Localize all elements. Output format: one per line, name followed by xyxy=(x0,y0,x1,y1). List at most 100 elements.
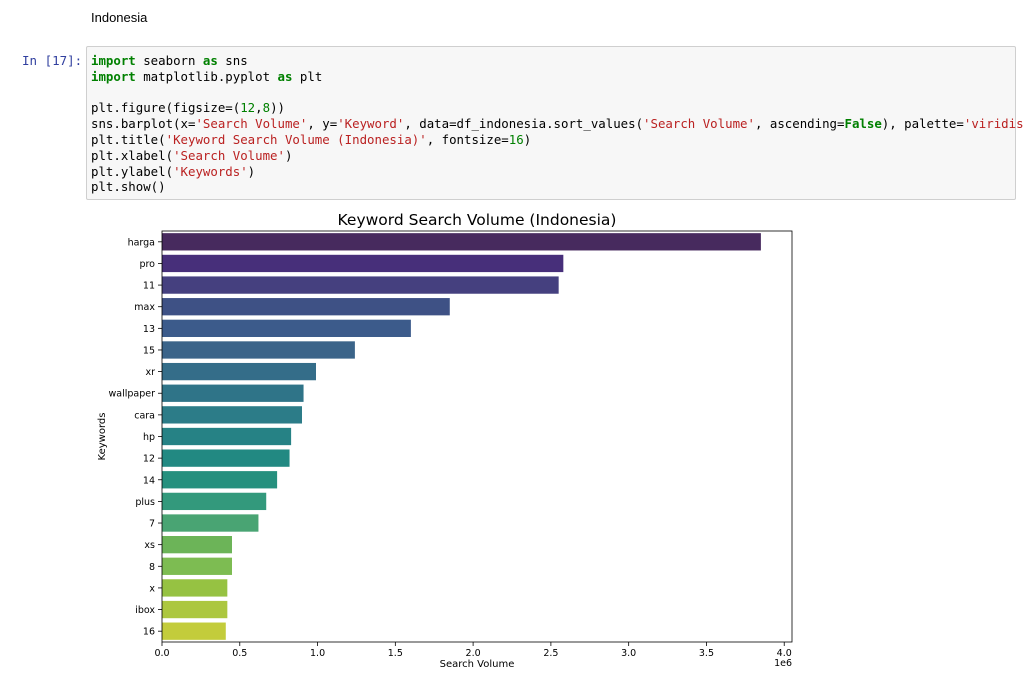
x-tick-label: 3.0 xyxy=(621,648,636,659)
cell-output: Keyword Search Volume (Indonesia) harga pr… xyxy=(86,208,806,678)
code-line: plt.title('Keyword Search Volume (Indone… xyxy=(91,132,1015,148)
y-axis-label: Keywords xyxy=(97,413,108,461)
code-token: 'Search Volume' xyxy=(643,116,755,132)
code-token: plt.figure(figsize=( xyxy=(91,100,241,116)
y-tick-label: plus xyxy=(135,497,155,508)
y-tick-label: 14 xyxy=(143,475,155,486)
y-tick-label: 15 xyxy=(143,345,155,356)
bar-max xyxy=(162,298,450,316)
y-tick-label: ibox xyxy=(135,605,155,616)
code-token: 8 xyxy=(262,100,271,116)
code-token: 'Keyword' xyxy=(337,116,405,132)
code-token: ), palette= xyxy=(881,116,964,132)
code-token: 12 xyxy=(240,100,256,116)
bar-pro xyxy=(162,254,564,273)
chart-title: Keyword Search Volume (Indonesia) xyxy=(338,211,617,229)
bar-16 xyxy=(162,622,226,640)
x-tick-label: 2.5 xyxy=(543,648,558,659)
bar-wallpaper xyxy=(162,384,304,402)
x-tick-label: 0.0 xyxy=(154,648,169,659)
y-tick-label: 12 xyxy=(143,454,155,465)
code-line: plt.figure(figsize=(12,8)) xyxy=(91,100,1015,116)
x-tick-label: 1.0 xyxy=(310,648,325,659)
x-tick-label: 4.0 xyxy=(777,648,792,659)
code-line: import seaborn as sns xyxy=(91,53,1015,69)
code-token: as xyxy=(277,68,293,84)
code-token: ) xyxy=(523,131,532,147)
x-axis-label: Search Volume xyxy=(440,659,515,670)
bar-12 xyxy=(162,449,290,467)
code-token: ) xyxy=(284,147,293,163)
bar-14 xyxy=(162,471,278,489)
code-token: , ascending= xyxy=(754,116,845,132)
code-token: )) xyxy=(270,100,285,116)
bar-13 xyxy=(162,319,411,337)
y-tick-label: xs xyxy=(144,540,155,551)
bar-ibox xyxy=(162,600,228,619)
bar-8 xyxy=(162,557,232,575)
cell-prompt: In [17]: xyxy=(22,53,83,68)
bar-cara xyxy=(162,406,302,424)
y-tick-label: harga xyxy=(128,237,155,248)
code-token: , y= xyxy=(307,116,338,132)
y-tick-label: 16 xyxy=(143,627,155,638)
x-tick-label: 2.0 xyxy=(466,648,481,659)
bar-hp xyxy=(162,427,292,446)
x-tick-label: 3.5 xyxy=(699,648,714,659)
x-tick-label: 0.5 xyxy=(232,648,247,659)
code-token: matplotlib.pyplot xyxy=(135,68,278,84)
code-token: 'Search Volume' xyxy=(173,147,285,163)
bar-harga xyxy=(162,233,761,251)
code-token: import xyxy=(91,53,136,68)
code-token: plt xyxy=(292,68,323,84)
code-token: 16 xyxy=(508,131,524,147)
code-token: import xyxy=(91,68,136,84)
code-token: False xyxy=(844,116,882,132)
bar-15 xyxy=(162,341,355,359)
markdown-heading: Indonesia xyxy=(91,10,148,25)
y-tick-label: 13 xyxy=(143,324,155,335)
bar-7 xyxy=(162,514,259,532)
y-tick-label: 8 xyxy=(149,562,155,573)
code-token: plt.title( xyxy=(91,131,166,147)
y-tick-label: wallpaper xyxy=(108,389,155,400)
bar-plus xyxy=(162,492,267,511)
code-cell-input[interactable]: import seaborn as sns import matplotlib.p… xyxy=(86,46,1025,200)
code-token: sns xyxy=(217,53,248,68)
y-tick-label: cara xyxy=(134,410,155,421)
code-line: plt.show() xyxy=(91,179,1015,195)
code-token: , data=df_indonesia.sort_values( xyxy=(404,116,644,132)
code-token: 'Search Volume' xyxy=(195,116,308,132)
y-tick-label: hp xyxy=(143,432,155,443)
y-tick-label: pro xyxy=(139,259,155,270)
code-line: plt.xlabel('Search Volume') xyxy=(91,148,1015,164)
y-tick-label: x xyxy=(149,583,155,594)
code-token: plt.xlabel( xyxy=(91,147,174,163)
code-line: sns.barplot(x='Search Volume', y='Keywor… xyxy=(91,116,1025,132)
code-token: plt.ylabel( xyxy=(91,163,174,179)
code-line xyxy=(91,85,1015,101)
code-line: import matplotlib.pyplot as plt xyxy=(91,69,1015,85)
code-token: seaborn xyxy=(135,53,203,68)
code-token: plt.show() xyxy=(91,179,166,195)
bar-11 xyxy=(162,276,559,294)
code-token: as xyxy=(202,53,218,68)
x-tick-label: 1.5 xyxy=(388,648,403,659)
bar-x xyxy=(162,579,228,597)
y-tick-label: 11 xyxy=(143,281,155,292)
code-token: , fontsize= xyxy=(426,131,509,147)
code-line: plt.ylabel('Keywords') xyxy=(91,164,1015,180)
x-offset-label: 1e6 xyxy=(774,658,792,669)
y-tick-label: xr xyxy=(145,367,155,378)
code-token: 'Keywords' xyxy=(173,163,248,179)
plot-frame xyxy=(161,230,793,643)
code-token: 'Keyword Search Volume (Indonesia)' xyxy=(165,131,427,147)
y-tick-label: max xyxy=(134,302,155,313)
code-token: sns.barplot(x= xyxy=(91,116,196,132)
y-tick-label: 7 xyxy=(149,519,155,530)
bar-xr xyxy=(162,362,316,381)
bar-chart: Keyword Search Volume (Indonesia) harga pr… xyxy=(97,211,793,670)
bar-xs xyxy=(162,536,232,554)
code-token: 'viridis' xyxy=(963,116,1025,132)
code-token: , xyxy=(255,100,263,116)
